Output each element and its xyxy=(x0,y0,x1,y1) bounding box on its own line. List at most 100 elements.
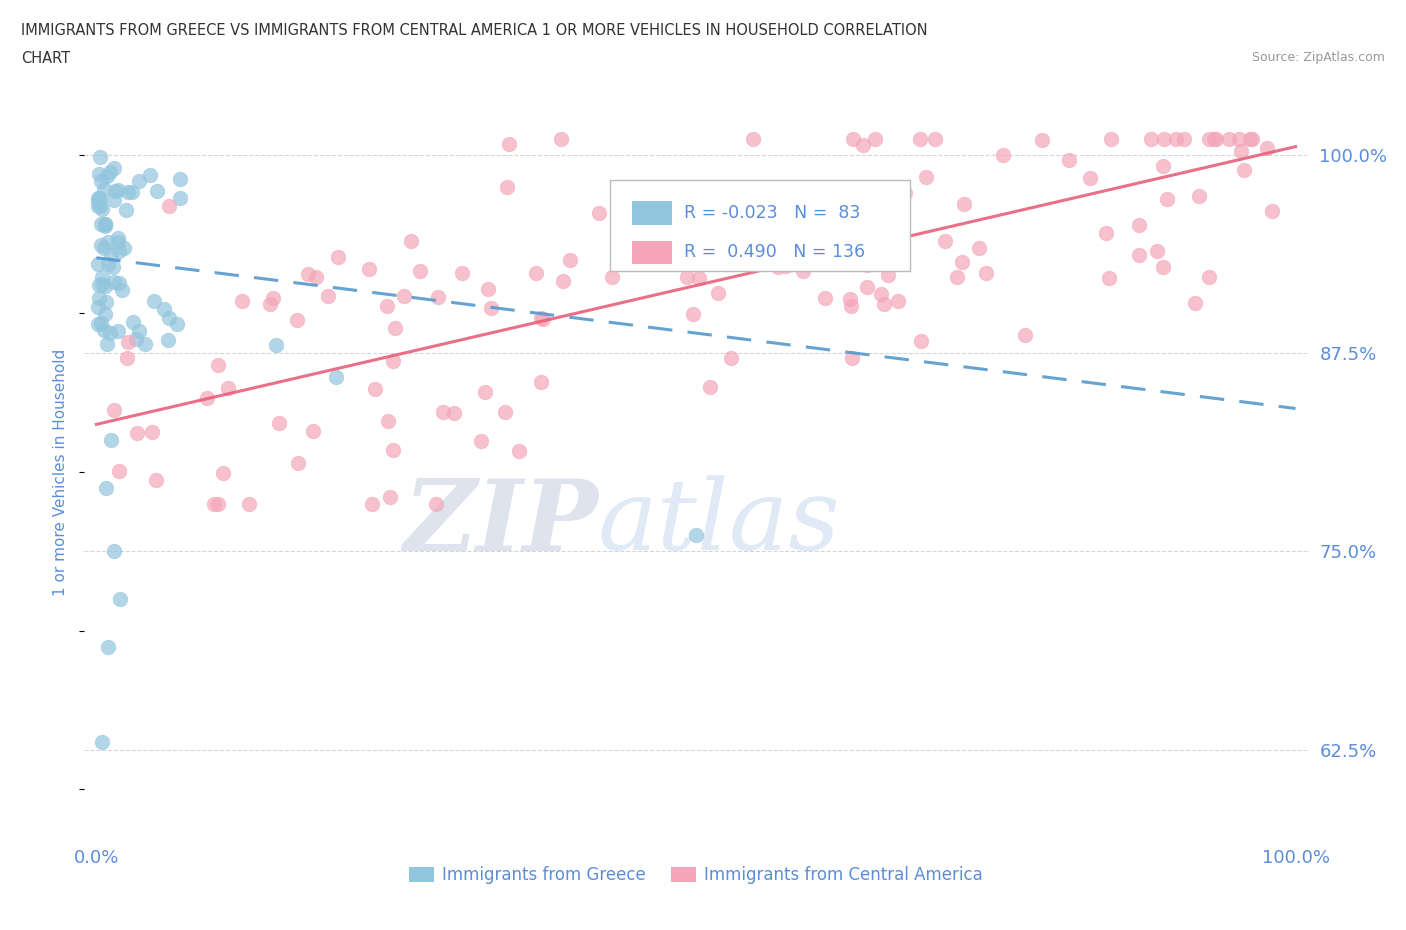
Text: IMMIGRANTS FROM GREECE VS IMMIGRANTS FROM CENTRAL AMERICA 1 OR MORE VEHICLES IN : IMMIGRANTS FROM GREECE VS IMMIGRANTS FRO… xyxy=(21,23,928,38)
Point xyxy=(1198,270,1220,285)
Point xyxy=(87,166,110,181)
Point xyxy=(873,297,896,312)
Point xyxy=(115,351,138,365)
Point xyxy=(1156,191,1178,206)
Point xyxy=(427,290,450,305)
Point xyxy=(688,224,710,239)
Point xyxy=(967,241,990,256)
Point xyxy=(685,528,707,543)
Point xyxy=(316,289,339,304)
Legend: Immigrants from Greece, Immigrants from Central America: Immigrants from Greece, Immigrants from … xyxy=(402,859,990,891)
Point xyxy=(90,238,112,253)
Point xyxy=(117,334,139,349)
Point xyxy=(474,385,496,400)
Point xyxy=(91,270,114,285)
Point xyxy=(86,191,108,206)
Point xyxy=(1202,131,1225,146)
Point xyxy=(1128,247,1150,262)
Point xyxy=(93,323,115,338)
Point xyxy=(676,270,699,285)
Point xyxy=(841,351,863,365)
Point xyxy=(910,131,932,146)
Point xyxy=(262,291,284,306)
Text: ZIP: ZIP xyxy=(404,475,598,571)
Point xyxy=(98,165,121,179)
Point xyxy=(860,256,883,271)
Point xyxy=(953,197,976,212)
Point xyxy=(152,302,174,317)
Point xyxy=(915,170,938,185)
Point xyxy=(993,148,1015,163)
Point xyxy=(820,240,842,255)
Point xyxy=(375,299,398,313)
Text: R =  0.490   N = 136: R = 0.490 N = 136 xyxy=(683,244,865,261)
Point xyxy=(94,307,117,322)
Point xyxy=(934,233,956,248)
Point xyxy=(432,404,454,418)
Point xyxy=(494,405,516,419)
Point xyxy=(749,195,772,210)
Point xyxy=(100,247,122,262)
Point xyxy=(121,184,143,199)
Point xyxy=(550,131,572,146)
Point xyxy=(1014,327,1036,342)
Point xyxy=(1233,163,1256,178)
Point xyxy=(742,131,765,146)
Point xyxy=(134,337,156,352)
Point xyxy=(814,290,837,305)
FancyBboxPatch shape xyxy=(633,201,672,225)
Point xyxy=(384,321,406,336)
Point xyxy=(100,432,122,447)
Point xyxy=(110,591,132,606)
Point xyxy=(479,301,502,316)
Point xyxy=(1099,131,1122,146)
Point xyxy=(363,381,385,396)
Point xyxy=(211,466,233,481)
Point xyxy=(86,316,108,331)
Point xyxy=(142,294,165,309)
Point xyxy=(93,240,115,255)
Point xyxy=(217,380,239,395)
Point xyxy=(768,260,790,275)
Point xyxy=(1153,131,1175,146)
Point xyxy=(451,266,474,281)
Point xyxy=(94,481,117,496)
Point xyxy=(1205,131,1227,146)
Point xyxy=(529,375,551,390)
Point xyxy=(425,497,447,512)
Point xyxy=(1218,131,1240,146)
Point xyxy=(169,191,191,206)
Point xyxy=(89,199,111,214)
Point xyxy=(231,293,253,308)
Point xyxy=(706,286,728,300)
Point xyxy=(87,256,110,271)
Point xyxy=(842,131,865,146)
Point xyxy=(90,217,112,232)
Point xyxy=(361,497,384,512)
Point xyxy=(1140,131,1163,146)
Point xyxy=(924,131,946,146)
Point xyxy=(103,274,125,289)
Point xyxy=(115,203,138,218)
Point xyxy=(855,280,877,295)
Point xyxy=(94,219,117,233)
Point xyxy=(103,403,125,418)
Point xyxy=(285,312,308,327)
Point xyxy=(91,735,114,750)
Point xyxy=(588,206,610,221)
Point xyxy=(157,311,180,325)
Point xyxy=(877,267,900,282)
Point xyxy=(94,217,117,232)
Point xyxy=(524,265,547,280)
Point xyxy=(207,497,229,512)
Point xyxy=(125,425,148,440)
Point xyxy=(97,234,120,249)
Point xyxy=(117,185,139,200)
Point xyxy=(87,278,110,293)
Point xyxy=(1240,131,1263,146)
Text: R = -0.023   N =  83: R = -0.023 N = 83 xyxy=(683,204,860,222)
FancyBboxPatch shape xyxy=(633,241,672,264)
Point xyxy=(96,337,118,352)
Point xyxy=(946,269,969,284)
Point xyxy=(910,334,932,349)
